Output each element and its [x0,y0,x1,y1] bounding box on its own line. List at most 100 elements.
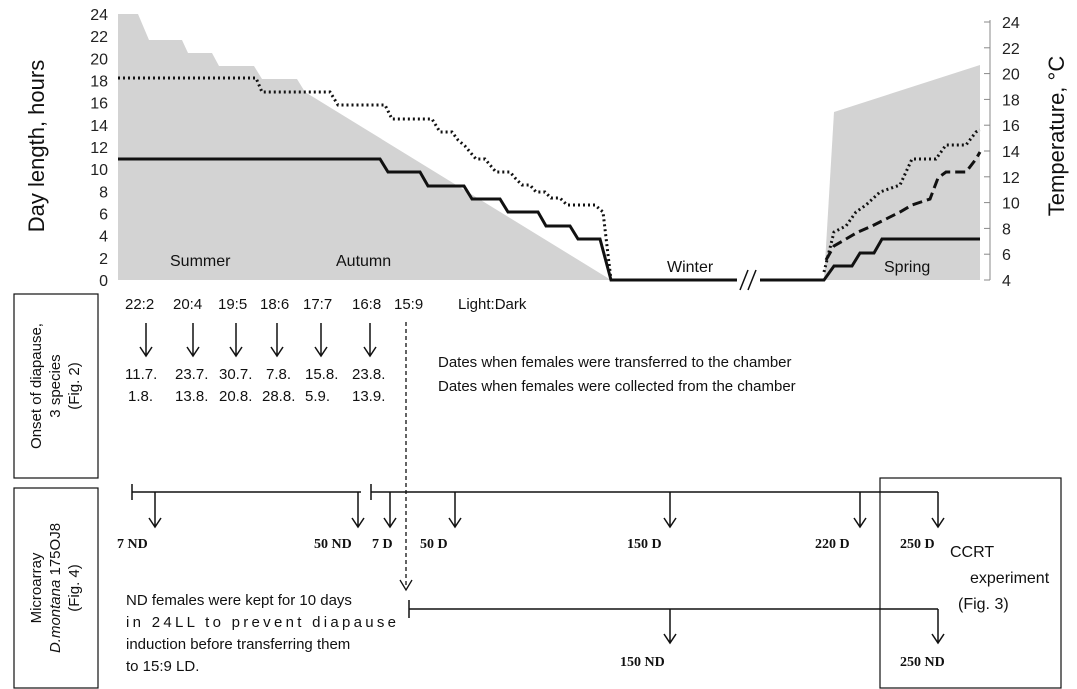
right-tick-label: 24 [1002,15,1020,32]
arrow-16-8 [363,323,377,358]
left-tick-label: 6 [99,207,108,224]
collect-date-6: 13.9. [352,388,385,405]
ccrt-line-1: CCRT [950,544,994,561]
left-tick-label: 14 [90,118,108,135]
left-tick-label: 2 [99,251,108,268]
season-spring: Spring [884,259,930,276]
nd-note-line-3: induction before transferring them [126,636,350,653]
right-tick-label: 12 [1002,170,1020,187]
axis-break-line-1 [739,269,749,291]
microarray-label-line-3: (Fig. 4) [66,564,83,612]
photoperiod-row: 22:2 20:4 19:5 18:6 17:7 16:8 15:9 Light… [125,296,527,313]
arrow-150d [663,492,677,529]
axis-break-line-2 [747,269,757,291]
left-tick-label: 0 [99,273,108,290]
left-tick-label: 12 [90,140,108,157]
collect-date-5: 5.9. [305,388,330,405]
arrow-7nd [148,492,162,529]
photoperiod-3: 19:5 [218,296,247,313]
right-axis-ticks: 4 6 8 10 12 14 16 18 20 22 24 [984,15,1020,290]
onset-panel-box [13,293,99,479]
spring-dashed-line [824,151,982,261]
label-7nd: 7 ND [117,537,148,552]
right-tick-label: 16 [1002,118,1020,135]
microarray-label-line-1: Microarray [28,552,45,623]
label-150nd: 150 ND [620,655,665,670]
arrow-150nd [663,609,677,645]
onset-label-line-1: Onset of diapause, [28,323,45,449]
left-tick-label: 8 [99,184,108,201]
arrow-19-5 [229,323,243,358]
collect-date-1: 1.8. [128,388,153,405]
photoperiod-7: 15:9 [394,296,423,313]
day-length-solid-line [118,157,737,282]
right-tick-label: 14 [1002,144,1020,161]
season-summer: Summer [170,253,231,270]
label-150d: 150 D [627,537,662,552]
dashed-arrow-15-9-head [399,579,413,592]
nd-note-line-4: to 15:9 LD. [126,658,199,675]
transfer-date-5: 15.8. [305,366,338,383]
right-tick-label: 10 [1002,196,1020,213]
photoperiod-arrows [139,323,377,358]
arrow-18-6 [270,323,284,358]
arrow-50d [448,492,462,529]
ccrt-line-2: experiment [970,570,1050,587]
right-tick-label: 18 [1002,92,1020,109]
collect-date-3: 20.8. [219,388,252,405]
right-tick-label: 20 [1002,67,1020,84]
arrow-250nd [931,609,945,645]
label-250nd: 250 ND [900,655,945,670]
microarray-label-line-2: D.montana 175OJ8 [47,523,64,653]
arrow-20-4 [186,323,200,358]
transfer-date-3: 30.7. [219,366,252,383]
photoperiod-1: 22:2 [125,296,154,313]
timeline-nd-long-line [408,600,938,618]
right-axis-title: Temperature, °C [1044,56,1069,217]
right-tick-label: 4 [1002,273,1011,290]
strain-name: 175OJ8 [47,523,64,580]
ccrt-line-3: (Fig. 3) [958,596,1009,613]
left-tick-label: 18 [90,74,108,91]
collect-caption: Dates when females were collected from t… [438,378,796,395]
left-axis-title: Day length, hours [24,60,49,232]
onset-panel-label: Onset of diapause, 3 species (Fig. 2) [28,323,83,449]
arrow-22-2 [139,323,153,358]
arrow-17-7 [314,323,328,358]
photoperiod-suffix: Light:Dark [458,296,527,313]
transfer-dates: 11.7. 23.7. 30.7. 7.8. 15.8. 23.8. [125,366,385,383]
nd-note: ND females were kept for 10 days in 24LL… [126,592,396,675]
label-250d: 250 D [900,537,935,552]
species-name: D.montana [47,580,64,653]
season-autumn: Autumn [336,253,391,270]
timeline-nd-long [408,600,945,645]
temperature-area-spring [824,65,980,280]
right-tick-label: 8 [1002,221,1011,238]
transfer-date-2: 23.7. [175,366,208,383]
onset-label-line-3: (Fig. 2) [66,362,83,410]
photoperiod-dotted-line [118,76,613,281]
collect-date-4: 28.8. [262,388,295,405]
timeline-nd-short-line [131,484,361,500]
ccrt-box [879,477,1062,689]
collect-date-2: 13.8. [175,388,208,405]
arrow-250d [931,492,945,529]
right-tick-label: 6 [1002,247,1011,264]
timeline-nd-short [131,484,365,529]
nd-note-line-2: in 24LL to prevent diapause [126,614,396,631]
photoperiod-2: 20:4 [173,296,202,313]
transfer-date-1: 11.7. [125,366,157,383]
label-7d: 7 D [372,537,393,552]
photoperiod-4: 18:6 [260,296,289,313]
transfer-date-6: 23.8. [352,366,385,383]
microarray-panel-box [13,487,99,689]
left-tick-label: 10 [90,162,108,179]
left-tick-label: 4 [99,229,108,246]
photoperiod-6: 16:8 [352,296,381,313]
temperature-area-autumn [118,14,611,280]
label-50d: 50 D [420,537,448,552]
collect-dates: 1.8. 13.8. 20.8. 28.8. 5.9. 13.9. [128,388,385,405]
